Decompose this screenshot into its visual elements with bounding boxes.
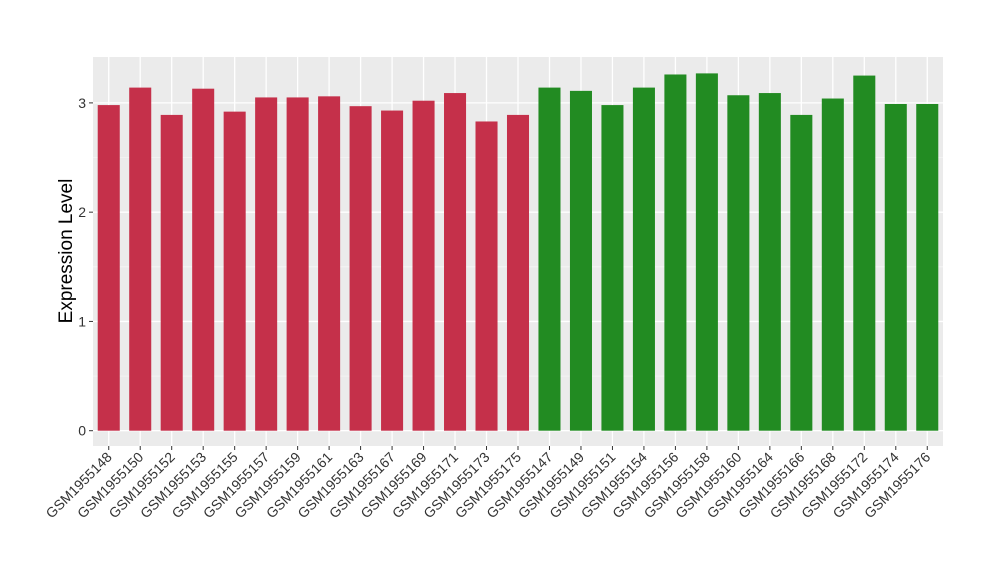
bar [821,98,844,431]
x-axis: GSM1955148GSM1955150GSM1955152GSM1955153… [42,446,934,521]
bar [664,74,687,431]
bar [381,110,404,431]
bar [632,87,655,431]
bar [727,95,750,431]
bar [223,111,246,431]
y-tick-label: 2 [78,204,86,220]
y-tick-label: 0 [78,423,86,439]
bar [569,90,592,431]
bar [884,103,907,431]
bar [192,88,215,431]
bar [412,100,435,431]
bar [129,87,152,431]
y-axis-title: Expression Level [56,179,77,324]
bar [758,93,781,431]
y-tick-label: 3 [78,95,86,111]
bar [475,121,498,431]
bar [97,105,120,431]
bar [790,114,813,431]
bar [506,114,530,431]
bars [97,73,939,431]
bar [160,114,183,431]
bar [853,75,876,431]
y-axis: 0 1 2 3 [78,95,93,439]
bar [695,73,718,431]
bar [538,87,561,431]
bar [916,103,939,431]
y-tick-label: 1 [78,313,86,329]
bar [349,106,372,431]
bar [255,97,278,431]
bar [318,96,341,431]
bar [601,105,624,431]
bar [286,97,309,431]
bar [444,93,467,431]
